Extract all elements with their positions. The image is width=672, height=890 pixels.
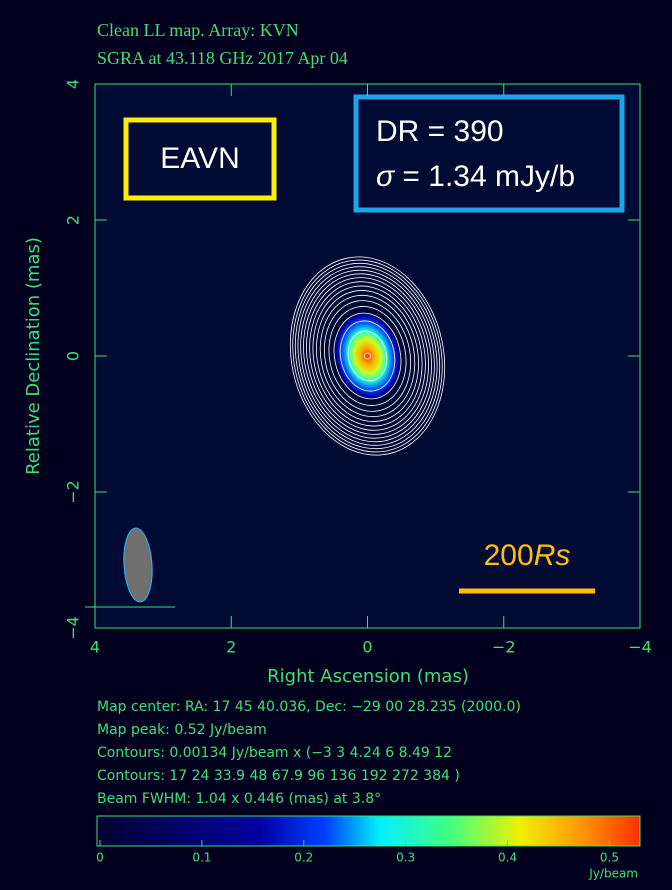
dynamic-range: DR = 390 [376,115,504,148]
title: Clean LL map. Array: KVN [97,20,299,40]
colorbar-tick-label: 0.2 [294,851,313,865]
info-line: Contours: 17 24 33.9 48 67.9 96 136 192 … [97,768,460,784]
y-tick-label: −4 [64,616,83,640]
sigma: σ = 1.34 mJy/b [376,160,575,193]
colorbar [97,816,640,846]
x-axis-label: Right Ascension (mas) [267,666,469,687]
page: Clean LL map. Array: KVN SGRA at 43.118 … [0,0,672,890]
scale-label: 200Rs [484,539,571,572]
scale-unit: Rs [534,539,571,572]
scale-number: 200 [484,539,534,572]
colorbar-tick-label: 0.5 [600,851,619,865]
colorbar-tick-label: 0.1 [192,851,211,865]
colorbar-tick-label: 0.4 [498,851,517,865]
info-line: Beam FWHM: 1.04 x 0.446 (mas) at 3.8° [97,791,381,807]
colorbar-tick-label: 0.3 [396,851,415,865]
x-tick-label: 2 [226,638,236,657]
info-line: Map center: RA: 17 45 40.036, Dec: −29 0… [97,699,521,715]
info-line: Map peak: 0.52 Jy/beam [97,722,267,738]
y-axis-label: Relative Declination (mas) [23,237,44,475]
info-line: Contours: 0.00134 Jy/beam x (−3 3 4.24 6… [97,745,452,761]
y-tick-label: −2 [64,480,83,504]
x-tick-label: 4 [90,638,100,657]
y-tick-label: 2 [64,215,83,225]
x-tick-label: −4 [628,638,652,657]
subtitle: SGRA at 43.118 GHz 2017 Apr 04 [97,48,348,68]
sigma-symbol: σ [376,160,396,193]
x-tick-label: −2 [492,638,516,657]
y-tick-label: 0 [64,351,83,361]
y-tick-label: 4 [64,79,83,89]
sigma-text: = 1.34 mJy/b [394,160,575,193]
array-label: EAVN [160,142,239,175]
colorbar-tick-label: 0 [96,851,104,865]
colorbar-label: Jy/beam [588,867,638,881]
x-tick-label: 0 [362,638,372,657]
